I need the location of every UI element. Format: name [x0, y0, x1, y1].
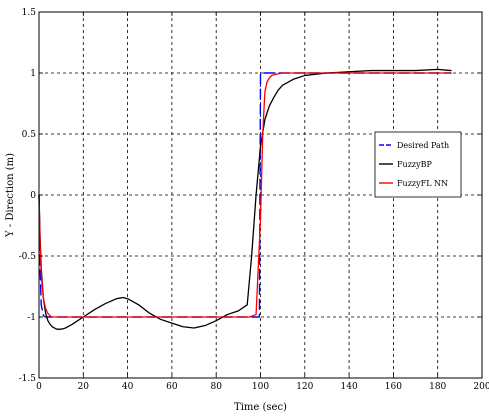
series-line-1 — [38, 68, 452, 330]
y-tick-label: -0.5 — [19, 252, 37, 262]
y-tick-label: 0.5 — [22, 130, 37, 140]
x-tick-label: 140 — [341, 382, 358, 392]
x-tick-label: 20 — [78, 382, 90, 392]
x-tick-label: 180 — [429, 382, 446, 392]
y-tick-label: 1 — [30, 69, 36, 79]
x-tick-label: 100 — [252, 382, 269, 392]
x-tick-label: 160 — [385, 382, 402, 392]
x-tick-label: 0 — [36, 382, 42, 392]
x-tick-label: 60 — [166, 382, 178, 392]
legend-label: FuzzyBP — [397, 160, 433, 169]
legend-label: Desired Path — [397, 141, 449, 150]
y-tick-label: 1.5 — [22, 8, 37, 18]
axis-ticks: 0 20 40 60 80 100 120 140 160 180 200 -1.5 -1 -0.5 0 0.… — [19, 8, 489, 392]
x-tick-label: 120 — [296, 382, 313, 392]
y-tick-label: 0 — [30, 191, 36, 201]
x-axis-label: Time (sec) — [234, 402, 287, 413]
legend: Desired Path FuzzyBP FuzzyFL NN — [374, 131, 462, 198]
series-line-2 — [38, 72, 452, 318]
x-tick-label: 80 — [210, 382, 222, 392]
y-tick-label: -1 — [27, 313, 36, 323]
y-axis-label: Y - Direction (m) — [5, 153, 16, 238]
series-lines — [38, 68, 452, 330]
x-tick-label: 200 — [473, 382, 489, 392]
y-tick-label: -1.5 — [19, 374, 37, 384]
x-tick-label: 40 — [122, 382, 134, 392]
legend-label: FuzzyFL NN — [397, 179, 448, 188]
